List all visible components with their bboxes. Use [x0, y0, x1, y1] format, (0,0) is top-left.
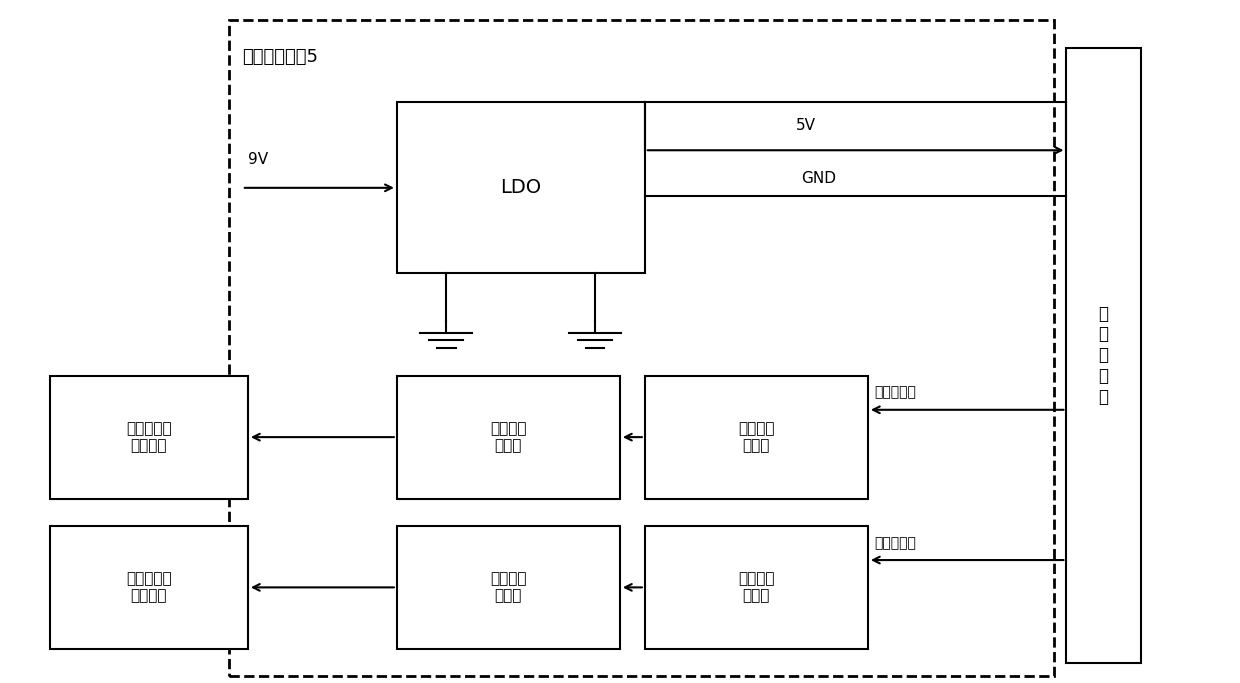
Text: 9V: 9V	[248, 152, 268, 167]
FancyBboxPatch shape	[50, 376, 248, 499]
FancyBboxPatch shape	[397, 102, 645, 273]
Text: 5V: 5V	[796, 118, 816, 133]
Text: 高量程通道: 高量程通道	[874, 386, 916, 400]
Text: 电流采集模块5: 电流采集模块5	[242, 48, 317, 66]
Text: 电流采集模
块接口二: 电流采集模 块接口二	[126, 571, 171, 604]
Text: 端口防护
电路一: 端口防护 电路一	[738, 421, 775, 454]
FancyBboxPatch shape	[397, 526, 620, 649]
FancyBboxPatch shape	[1066, 48, 1141, 663]
Text: 信号调理
电路一: 信号调理 电路一	[490, 421, 527, 454]
Text: 端口防护
电路二: 端口防护 电路二	[738, 571, 775, 604]
Text: GND: GND	[801, 171, 836, 186]
FancyBboxPatch shape	[645, 526, 868, 649]
FancyBboxPatch shape	[50, 526, 248, 649]
FancyBboxPatch shape	[397, 376, 620, 499]
Text: 信号调理
电路二: 信号调理 电路二	[490, 571, 527, 604]
Text: 电流采集模
块接口一: 电流采集模 块接口一	[126, 421, 171, 454]
FancyBboxPatch shape	[645, 376, 868, 499]
Text: 霍
尔
传
感
器: 霍 尔 传 感 器	[1099, 305, 1109, 406]
Text: LDO: LDO	[500, 178, 542, 197]
Text: 低量程通道: 低量程通道	[874, 536, 916, 550]
